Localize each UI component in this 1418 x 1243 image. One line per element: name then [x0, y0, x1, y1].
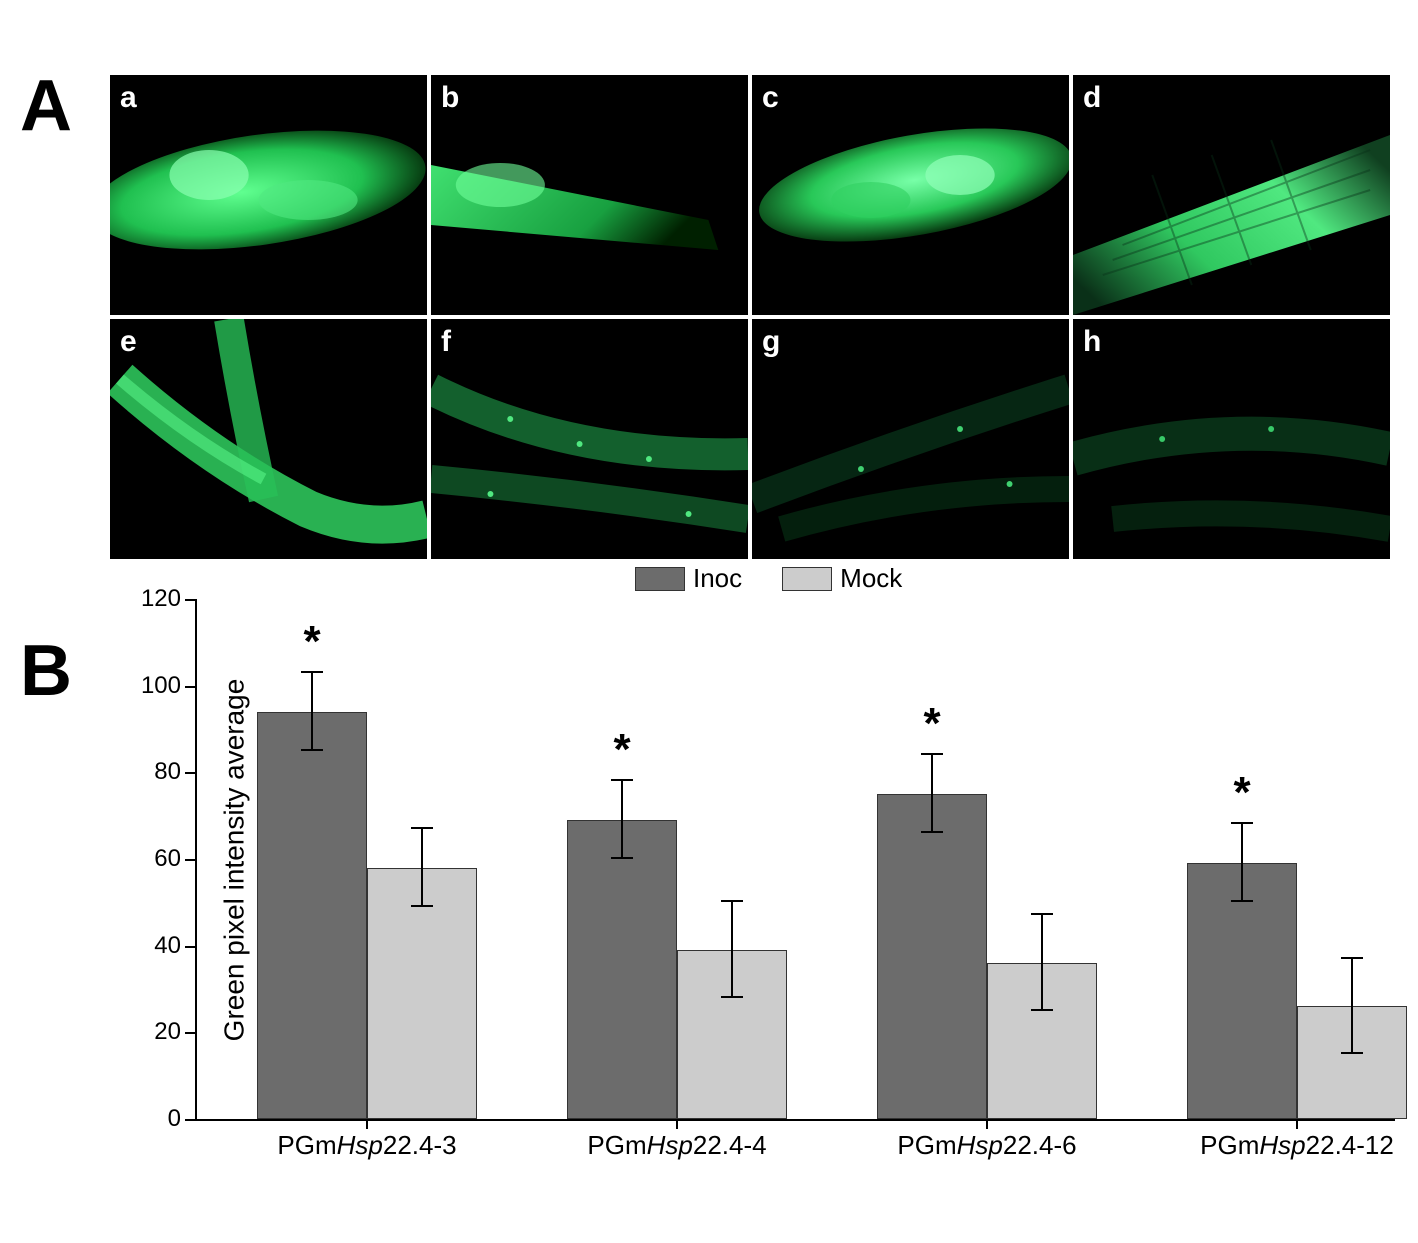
error-bar — [421, 829, 423, 907]
micrograph-b: b — [431, 75, 748, 315]
micrograph-grid: a b c — [110, 75, 1390, 559]
error-bar — [731, 902, 733, 997]
error-cap — [301, 671, 323, 673]
sub-label-b: b — [441, 81, 459, 115]
significance-marker: * — [303, 617, 320, 667]
y-tick — [185, 772, 197, 774]
y-tick — [185, 599, 197, 601]
micrograph-h: h — [1073, 319, 1390, 559]
sub-label-f: f — [441, 325, 451, 359]
sub-label-e: e — [120, 325, 137, 359]
significance-marker: * — [923, 699, 940, 749]
x-tick — [1296, 1119, 1298, 1129]
x-tick — [986, 1119, 988, 1129]
micrograph-f: f — [431, 319, 748, 559]
x-tick — [366, 1119, 368, 1129]
y-tick-label: 120 — [137, 585, 181, 613]
error-cap — [1341, 957, 1363, 959]
error-cap — [921, 753, 943, 755]
micrograph-e: e — [110, 319, 427, 559]
y-tick — [185, 946, 197, 948]
bar-chart: Inoc Mock Green pixel intensity average … — [115, 599, 1395, 1121]
y-tick — [185, 859, 197, 861]
legend-swatch-mock — [782, 567, 832, 591]
micrograph-d: d — [1073, 75, 1390, 315]
error-bar — [311, 673, 313, 751]
error-cap — [1231, 822, 1253, 824]
error-cap — [721, 996, 743, 998]
x-tick — [676, 1119, 678, 1129]
legend-item-mock: Mock — [782, 563, 902, 594]
error-cap — [721, 900, 743, 902]
error-bar — [1241, 824, 1243, 902]
error-cap — [411, 827, 433, 829]
legend-label-inoc: Inoc — [693, 563, 742, 594]
error-cap — [301, 749, 323, 751]
y-tick-label: 20 — [137, 1018, 181, 1046]
legend-swatch-inoc — [635, 567, 685, 591]
legend-item-inoc: Inoc — [635, 563, 742, 594]
micrograph-a: a — [110, 75, 427, 315]
error-cap — [1341, 1052, 1363, 1054]
y-tick-label: 0 — [137, 1105, 181, 1133]
error-cap — [1031, 1009, 1053, 1011]
y-tick — [185, 686, 197, 688]
legend-label-mock: Mock — [840, 563, 902, 594]
plot-area: **** 020406080100120PGmHsp22.4-3PGmHsp22… — [195, 599, 1395, 1121]
error-bar — [621, 781, 623, 859]
x-tick-label: PGmHsp22.4-4 — [587, 1130, 766, 1161]
error-cap — [1031, 913, 1053, 915]
sub-label-g: g — [762, 325, 780, 359]
error-cap — [611, 779, 633, 781]
error-cap — [411, 905, 433, 907]
x-tick-label: PGmHsp22.4-6 — [897, 1130, 1076, 1161]
significance-marker: * — [1233, 768, 1250, 818]
bar-inoc — [257, 712, 367, 1119]
panel-a-label: A — [20, 65, 72, 147]
sub-label-d: d — [1083, 81, 1101, 115]
micrograph-c: c — [752, 75, 1069, 315]
sub-label-c: c — [762, 81, 779, 115]
y-tick-label: 100 — [137, 672, 181, 700]
chart-legend: Inoc Mock — [635, 563, 902, 594]
y-tick-label: 60 — [137, 845, 181, 873]
x-tick-label: PGmHsp22.4-3 — [277, 1130, 456, 1161]
sub-label-a: a — [120, 81, 137, 115]
bar-inoc — [877, 794, 987, 1119]
micrograph-g: g — [752, 319, 1069, 559]
significance-marker: * — [613, 725, 630, 775]
error-bar — [1351, 959, 1353, 1054]
bar-inoc — [567, 820, 677, 1119]
error-cap — [611, 857, 633, 859]
error-bar — [931, 755, 933, 833]
y-tick-label: 40 — [137, 932, 181, 960]
y-tick — [185, 1119, 197, 1121]
y-tick — [185, 1032, 197, 1034]
y-tick-label: 80 — [137, 758, 181, 786]
sub-label-h: h — [1083, 325, 1101, 359]
figure-root: A a b — [20, 75, 1398, 1121]
x-tick-label: PGmHsp22.4-12 — [1200, 1130, 1394, 1161]
error-bar — [1041, 915, 1043, 1010]
bars-container: * * * * — [197, 599, 1395, 1119]
error-cap — [921, 831, 943, 833]
error-cap — [1231, 900, 1253, 902]
panel-b-label: B — [20, 630, 72, 712]
